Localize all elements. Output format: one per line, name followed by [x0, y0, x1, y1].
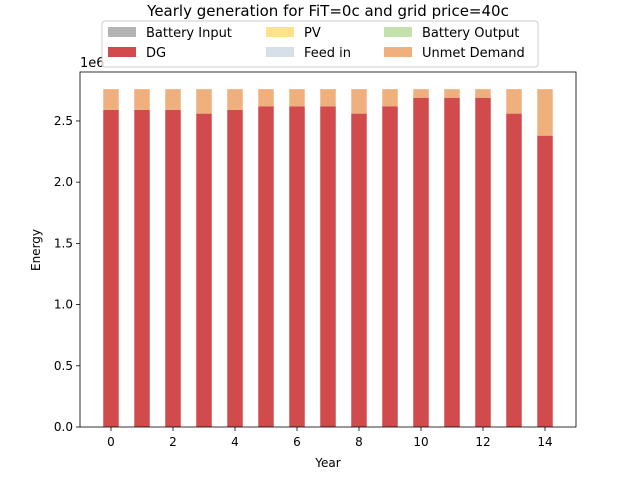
legend-label-unmet-demand: Unmet Demand — [422, 46, 525, 61]
legend-swatch-feed-in — [266, 47, 294, 57]
y-offset-label: 1e6 — [80, 56, 105, 71]
y-tick-label: 1.5 — [54, 236, 73, 250]
chart-title: Yearly generation for FiT=0c and grid pr… — [146, 2, 509, 20]
x-tick-label: 2 — [169, 435, 177, 449]
bar-unmet-demand-3 — [196, 89, 212, 114]
bar-dg-4 — [227, 109, 243, 427]
x-tick-label: 6 — [293, 435, 301, 449]
bar-dg-1 — [134, 109, 150, 427]
legend-box — [101, 20, 539, 68]
legend-swatch-pv — [266, 27, 294, 37]
bar-unmet-demand-13 — [506, 89, 522, 114]
bar-unmet-demand-11 — [444, 89, 460, 98]
x-tick-label: 10 — [413, 435, 428, 449]
legend: Battery Input DG PV Feed in Battery Output Un… — [101, 20, 539, 68]
bar-unmet-demand-8 — [351, 89, 367, 114]
bar-unmet-demand-9 — [382, 89, 398, 107]
bar-unmet-demand-0 — [103, 89, 119, 110]
y-axis-ticks: 0.0 0.5 1.0 1.5 2.0 2.5 — [54, 114, 80, 434]
legend-swatch-battery-input — [108, 27, 136, 37]
bar-unmet-demand-6 — [289, 89, 305, 107]
bar-dg-14 — [537, 135, 553, 427]
x-axis-ticks: 0 2 4 6 8 10 12 14 — [107, 427, 553, 449]
plot-frame — [79, 71, 577, 428]
bar-dg-6 — [289, 106, 305, 427]
y-tick-label: 0.5 — [54, 359, 73, 373]
x-tick-label: 4 — [231, 435, 239, 449]
bar-unmet-demand-12 — [475, 89, 491, 98]
x-tick-label: 14 — [537, 435, 552, 449]
bar-dg-9 — [382, 106, 398, 427]
bar-unmet-demand-10 — [413, 89, 429, 98]
bar-dg-11 — [444, 97, 460, 428]
bar-dg-2 — [165, 109, 181, 427]
legend-swatch-unmet-demand — [384, 47, 412, 57]
x-axis-label: Year — [314, 456, 340, 470]
y-tick-label: 1.0 — [54, 298, 73, 312]
bar-unmet-demand-14 — [537, 89, 553, 136]
legend-label-battery-output: Battery Output — [422, 26, 519, 41]
bars-group — [103, 89, 553, 428]
bar-dg-12 — [475, 97, 491, 428]
y-tick-label: 2.0 — [54, 175, 73, 189]
x-tick-label: 8 — [355, 435, 363, 449]
bar-unmet-demand-7 — [320, 89, 336, 107]
y-tick-label: 2.5 — [54, 114, 73, 128]
legend-label-dg: DG — [146, 46, 166, 61]
legend-label-feed-in: Feed in — [304, 46, 351, 61]
bar-dg-10 — [413, 97, 429, 428]
bar-dg-0 — [103, 109, 119, 427]
y-axis-label: Energy — [29, 229, 43, 271]
bar-unmet-demand-2 — [165, 89, 181, 110]
bar-dg-13 — [506, 113, 522, 428]
bar-dg-7 — [320, 106, 336, 427]
x-tick-label: 12 — [475, 435, 490, 449]
bar-unmet-demand-4 — [227, 89, 243, 110]
x-tick-label: 0 — [107, 435, 115, 449]
bar-dg-3 — [196, 113, 212, 428]
bar-dg-5 — [258, 106, 274, 427]
bar-dg-8 — [351, 113, 367, 428]
legend-label-pv: PV — [304, 26, 321, 41]
bar-unmet-demand-1 — [134, 89, 150, 110]
legend-swatch-battery-output — [384, 27, 412, 37]
bar-unmet-demand-5 — [258, 89, 274, 107]
legend-label-battery-input: Battery Input — [146, 26, 232, 41]
legend-swatch-dg — [108, 47, 136, 57]
y-tick-label: 0.0 — [54, 420, 73, 434]
